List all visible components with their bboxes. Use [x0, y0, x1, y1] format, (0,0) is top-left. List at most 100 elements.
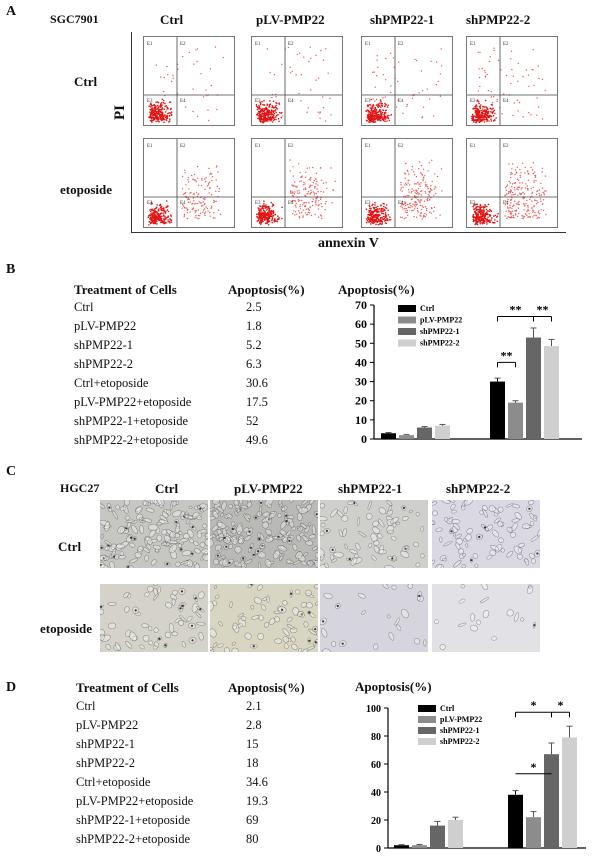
facs-event [200, 205, 203, 207]
dead-cell [100, 605, 103, 608]
facs-event [157, 106, 159, 109]
cell [266, 503, 272, 508]
facs-event [390, 52, 392, 54]
facs-event [309, 184, 312, 187]
facs-event [396, 106, 398, 108]
facs-event [161, 113, 163, 115]
facs-event [153, 209, 156, 211]
panel-a-x-axis [131, 232, 566, 233]
facs-event [160, 206, 163, 208]
facs-event [531, 193, 533, 195]
facs-event [487, 216, 489, 219]
facs-event [474, 211, 477, 213]
cell [347, 500, 355, 506]
facs-event [472, 218, 475, 221]
facs-event [515, 209, 518, 211]
cell [443, 540, 453, 547]
cell-field [320, 584, 427, 652]
facs-event [293, 184, 295, 186]
quadrant-label: E3 [470, 201, 476, 206]
dead-cell [308, 639, 311, 642]
cell [216, 506, 224, 513]
facs-event [506, 203, 509, 205]
facs-event [385, 104, 387, 106]
facs-event [477, 210, 479, 213]
cell [244, 632, 252, 640]
facs-event [378, 117, 380, 119]
facs-event [528, 112, 530, 114]
dead-cell [181, 604, 184, 607]
facs-event [429, 211, 431, 213]
facs-event [526, 199, 528, 202]
facs-event [541, 118, 544, 120]
facs-event [370, 207, 372, 210]
facs-event [538, 193, 540, 195]
cell [497, 521, 504, 527]
facs-event [274, 214, 276, 216]
cell [309, 500, 315, 505]
bar [394, 845, 409, 848]
quadrant-label: E3 [255, 99, 261, 104]
facs-event [161, 209, 164, 212]
facs-event [490, 219, 492, 221]
cell [262, 511, 270, 518]
facs-event [165, 119, 168, 122]
facs-event [515, 203, 518, 205]
facs-event [297, 199, 300, 201]
facs-event [210, 207, 213, 209]
facs-event [196, 60, 198, 63]
dead-cell [190, 624, 194, 627]
facs-event [201, 179, 203, 181]
cell [461, 552, 466, 557]
facs-event [264, 112, 266, 114]
facs-event [263, 219, 266, 221]
facs-event [263, 212, 265, 215]
cell [348, 549, 359, 554]
facs-event [411, 206, 413, 208]
facs-event [529, 216, 531, 218]
facs-event [521, 187, 523, 189]
facs-event [276, 220, 279, 223]
facs-event [512, 75, 515, 77]
facs-event [257, 112, 259, 115]
cell [355, 542, 361, 551]
cell [107, 601, 117, 606]
facs-event [478, 218, 480, 221]
quadrant-label: E1 [147, 144, 153, 149]
panel-b-chart-title: Apoptosis(%) [338, 282, 415, 297]
cell [413, 541, 419, 548]
cell [105, 643, 111, 650]
facs-event [302, 204, 304, 206]
facs-event [509, 204, 511, 207]
facs-event [275, 111, 277, 114]
facs-event [374, 216, 377, 218]
facs-event [524, 213, 527, 215]
facs-event [159, 114, 161, 117]
facs-event [162, 215, 165, 217]
facs-event [531, 68, 533, 71]
facs-event [510, 173, 512, 175]
facs-event [270, 213, 273, 216]
cell [505, 503, 514, 508]
facs-event [385, 79, 387, 81]
facs-event [419, 214, 421, 217]
facs-event [259, 101, 261, 104]
facs-event [481, 119, 483, 121]
cell [241, 616, 247, 622]
facs-event [519, 168, 521, 171]
facs-event [489, 213, 491, 216]
cell [523, 558, 529, 563]
cell [153, 627, 159, 633]
cell [282, 600, 288, 606]
facs-event [387, 214, 390, 216]
facs-event [195, 202, 197, 205]
facs-event [413, 195, 416, 197]
facs-event [538, 77, 540, 80]
facs-event [162, 119, 164, 121]
table-row-apoptosis-value: 17.5 [246, 395, 268, 409]
cell [296, 526, 301, 530]
facs-event [379, 114, 381, 116]
facs-event [417, 191, 419, 194]
cell [441, 557, 447, 562]
facs-event [281, 206, 283, 209]
